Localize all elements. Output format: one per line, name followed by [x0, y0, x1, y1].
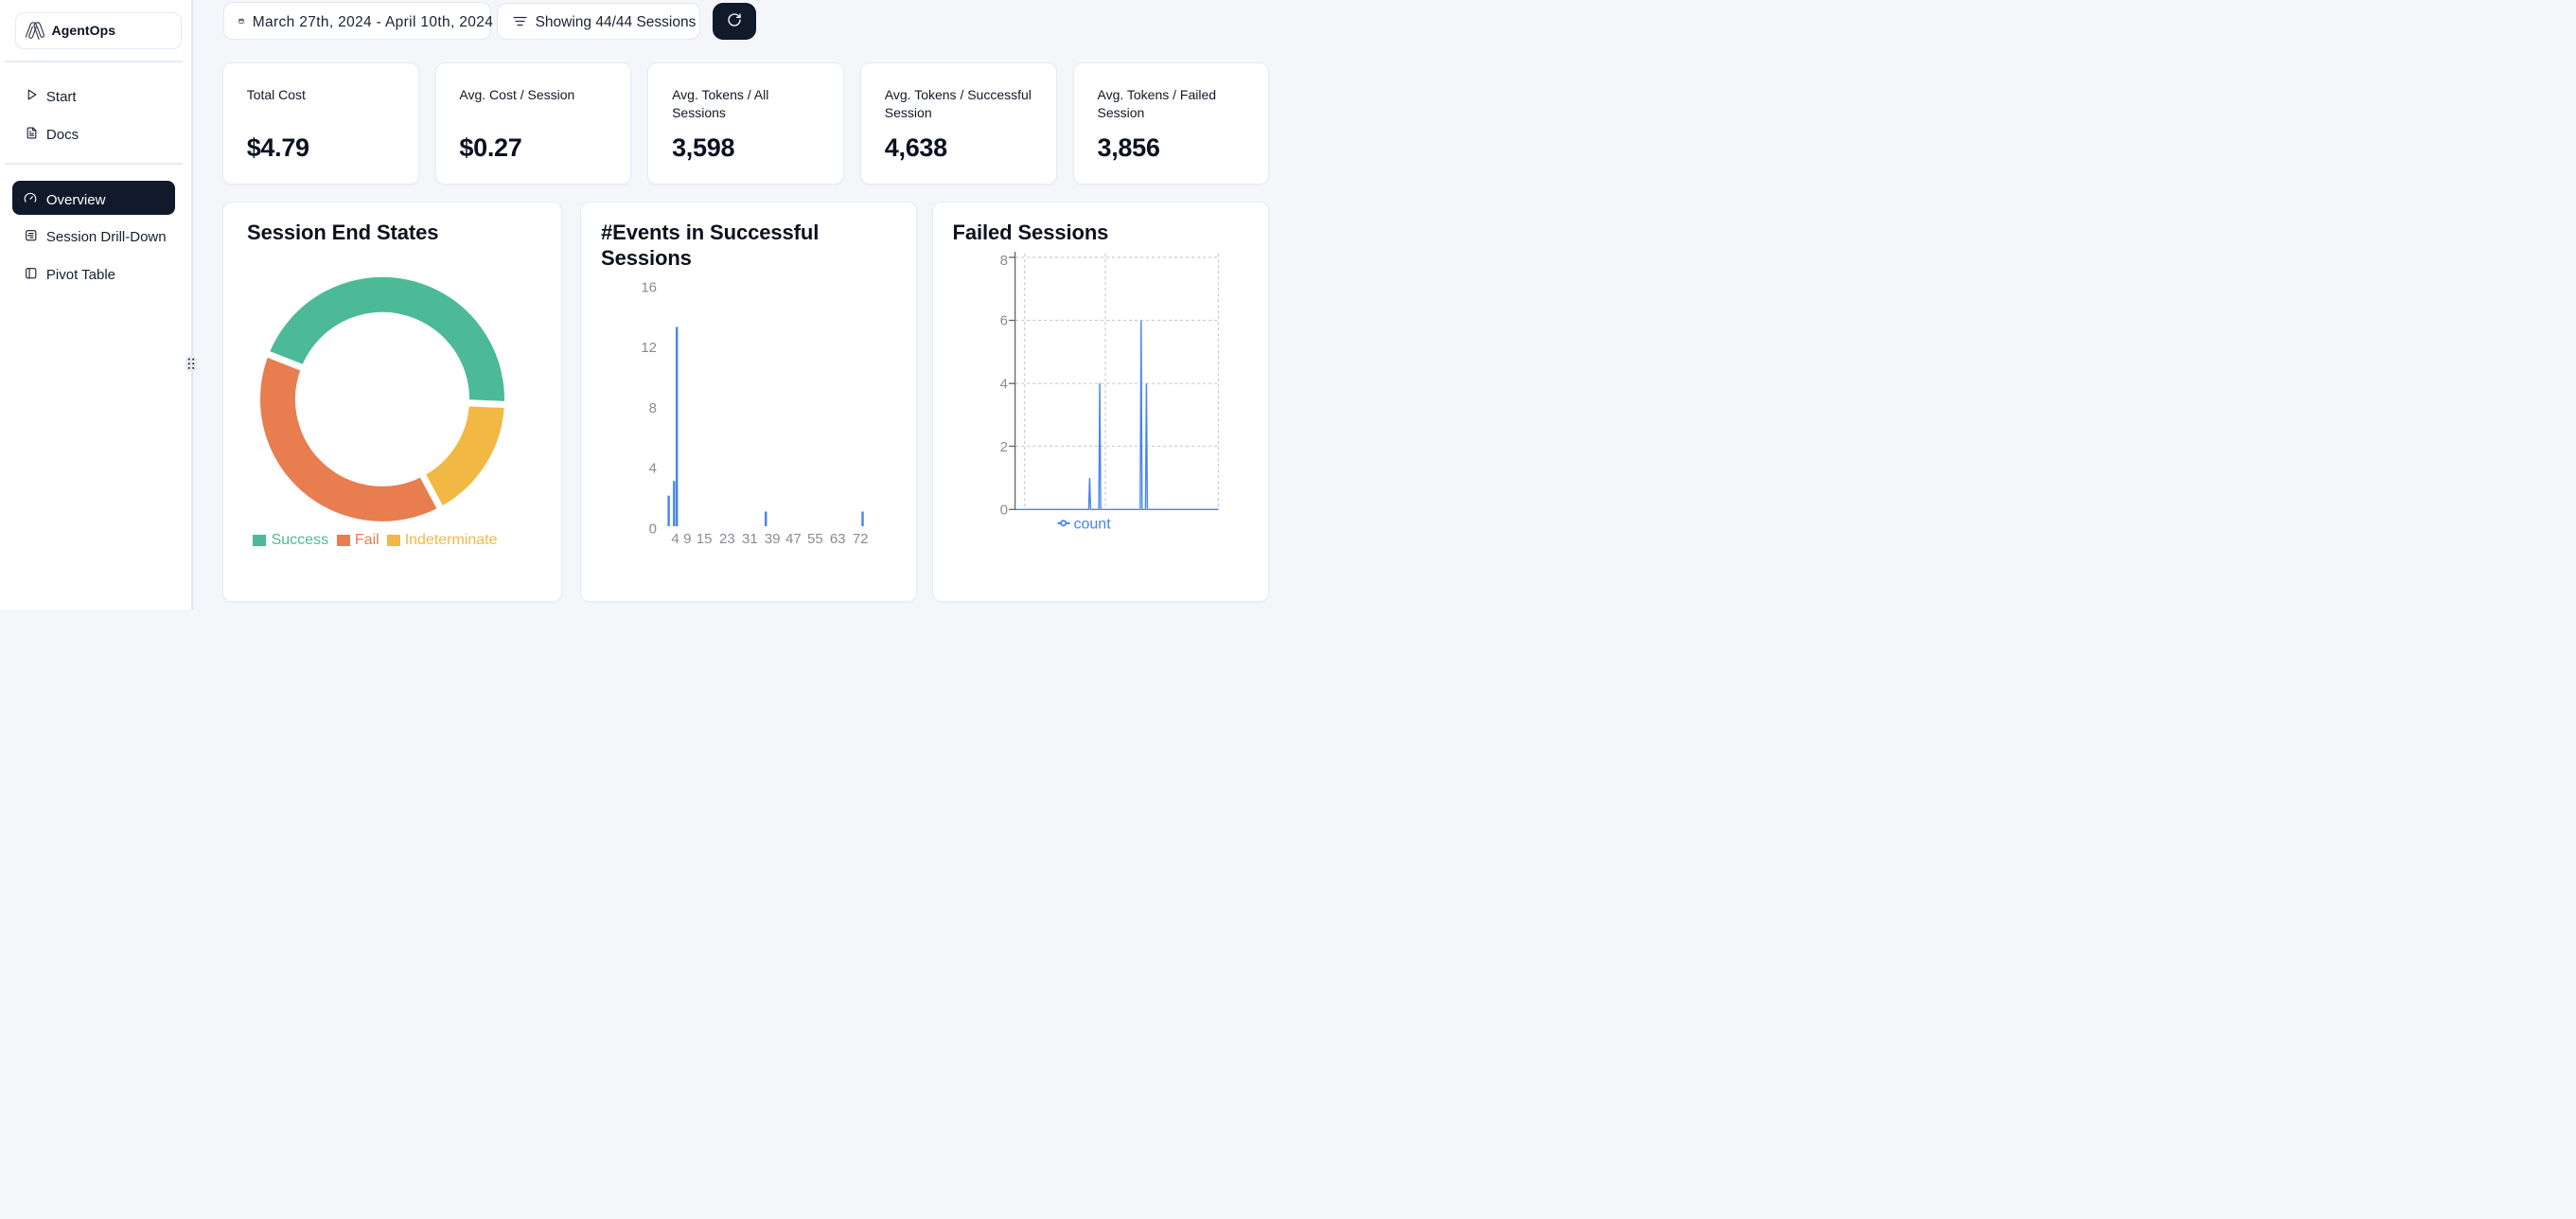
svg-text:8: 8: [1000, 253, 1008, 269]
svg-text:2: 2: [1000, 439, 1008, 455]
svg-text:47: 47: [785, 531, 802, 547]
svg-text:16: 16: [641, 279, 657, 295]
svg-text:23: 23: [719, 531, 735, 547]
svg-text:72: 72: [853, 531, 869, 547]
svg-text:count: count: [1074, 516, 1112, 532]
svg-text:0: 0: [1000, 502, 1008, 518]
svg-text:9: 9: [683, 531, 691, 547]
svg-text:15: 15: [697, 531, 713, 547]
svg-text:31: 31: [742, 531, 758, 547]
svg-text:8: 8: [649, 400, 657, 416]
svg-text:55: 55: [807, 531, 823, 547]
svg-text:4: 4: [649, 460, 657, 476]
svg-text:0: 0: [649, 521, 657, 537]
svg-text:39: 39: [765, 531, 781, 547]
svg-text:12: 12: [641, 340, 657, 356]
svg-text:6: 6: [1000, 312, 1008, 328]
svg-text:4: 4: [671, 531, 679, 547]
svg-text:63: 63: [830, 531, 846, 547]
svg-text:4: 4: [1000, 376, 1008, 392]
